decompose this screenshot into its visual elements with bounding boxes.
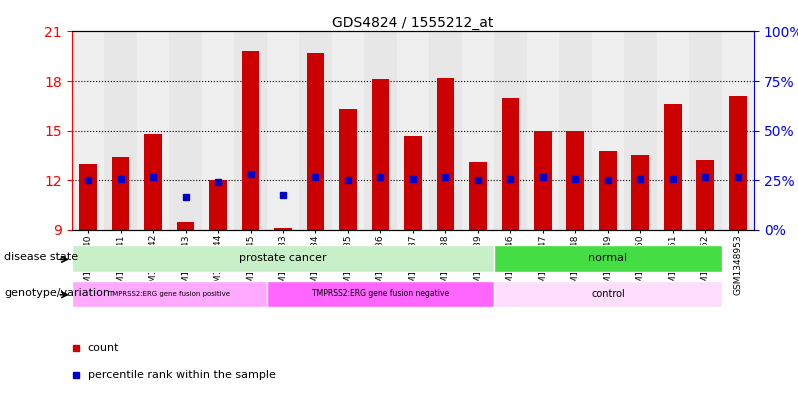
Bar (494, 31, 527, 230)
Text: normal: normal (588, 253, 627, 263)
Bar (664, 104, 681, 230)
Text: count: count (88, 343, 119, 353)
Bar (469, 162, 487, 230)
Text: TMPRSS2:ERG gene fusion positive: TMPRSS2:ERG gene fusion positive (109, 291, 231, 297)
Bar (462, 31, 494, 230)
Bar (527, 31, 559, 230)
Bar (105, 31, 136, 230)
Bar (494, 281, 721, 307)
Bar (591, 31, 624, 230)
Bar (397, 31, 429, 230)
Bar (721, 31, 754, 230)
Bar (429, 31, 462, 230)
Text: genotype/variation: genotype/variation (4, 288, 110, 298)
Bar (657, 31, 689, 230)
Bar (274, 228, 292, 230)
Bar (144, 134, 162, 230)
Bar (306, 53, 325, 230)
Bar (267, 281, 494, 307)
Bar (364, 31, 397, 230)
Bar (72, 281, 267, 307)
Bar (72, 31, 105, 230)
Bar (697, 160, 714, 230)
Bar (631, 156, 650, 230)
Bar (299, 31, 332, 230)
Bar (559, 31, 591, 230)
Bar (689, 31, 721, 230)
Bar (235, 31, 267, 230)
Bar (599, 151, 617, 230)
Bar (79, 164, 97, 230)
Bar (339, 109, 357, 230)
Text: control: control (591, 289, 625, 299)
Bar (567, 130, 584, 230)
Bar (332, 31, 364, 230)
Bar (534, 130, 552, 230)
Bar (242, 51, 259, 230)
Bar (372, 79, 389, 230)
Bar (169, 31, 202, 230)
Bar (209, 180, 227, 230)
Bar (176, 222, 195, 230)
Text: prostate cancer: prostate cancer (239, 253, 327, 263)
Text: disease state: disease state (4, 252, 78, 263)
Bar (112, 157, 129, 230)
Bar (72, 245, 494, 272)
Title: GDS4824 / 1555212_at: GDS4824 / 1555212_at (332, 17, 494, 30)
Text: percentile rank within the sample: percentile rank within the sample (88, 370, 275, 380)
Bar (267, 31, 299, 230)
Bar (624, 31, 657, 230)
Bar (494, 245, 721, 272)
Text: TMPRSS2:ERG gene fusion negative: TMPRSS2:ERG gene fusion negative (312, 289, 449, 298)
Bar (202, 31, 235, 230)
Bar (404, 136, 422, 230)
Bar (136, 31, 169, 230)
Bar (729, 96, 747, 230)
Bar (501, 97, 519, 230)
Bar (437, 78, 454, 230)
